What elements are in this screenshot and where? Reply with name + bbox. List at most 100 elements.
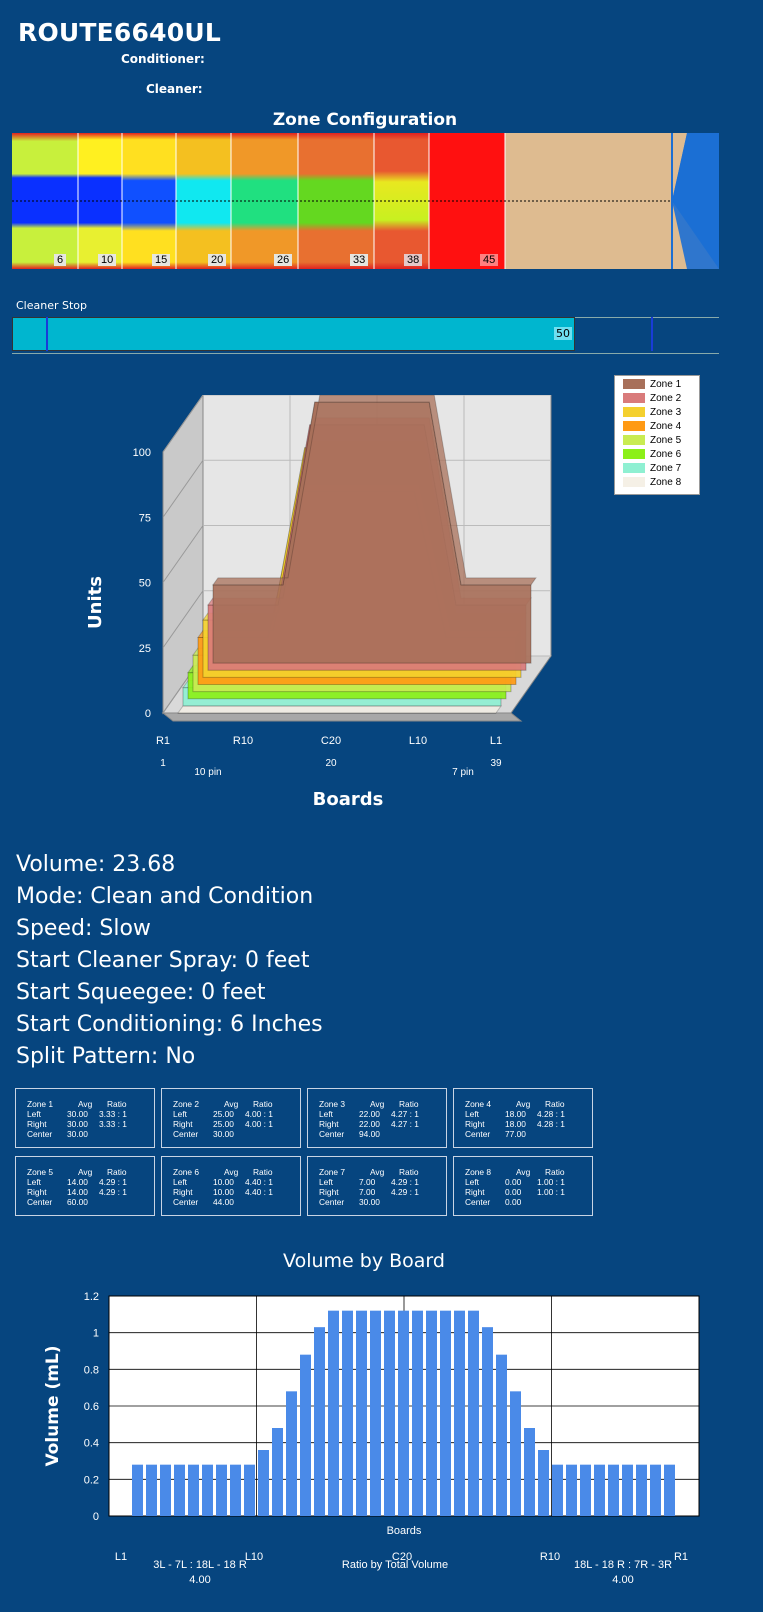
y-tick-label: 0.8 [84, 1364, 99, 1376]
volume-bar [258, 1450, 269, 1516]
zone-summary-cell: Center [465, 1197, 491, 1207]
volume-bar [328, 1310, 339, 1516]
legend-item-zone-5: Zone 5 [623, 435, 681, 447]
zone-summary-cell: 30.00 [213, 1129, 234, 1139]
zone-summary-cell: Zone 4 [465, 1099, 492, 1109]
zone-summary-cell: Left [173, 1109, 187, 1119]
zone-summary-cell: 3.33 : 1 [99, 1119, 127, 1129]
zone-summary-box: Zone 1 Avg Ratio Left 30.00 3.33 : 1 Right 30.0… [15, 1088, 155, 1148]
zone-summary-cell: Ratio [253, 1099, 273, 1109]
zone-marker: 38 [404, 254, 423, 266]
zone-summary-cell: 25.00 [213, 1119, 234, 1129]
legend-label: Zone 8 [650, 477, 682, 488]
volume-bar [580, 1464, 591, 1516]
volume-bar [552, 1464, 563, 1516]
legend-label: Zone 5 [650, 435, 682, 446]
zone-marker: 15 [152, 254, 171, 266]
volume-bar [650, 1464, 661, 1516]
volume-bar [188, 1464, 199, 1516]
volume-bar [454, 1310, 465, 1516]
volume-bar [216, 1464, 227, 1516]
zone-summary-cell: 4.29 : 1 [99, 1177, 127, 1187]
volume-bar [524, 1428, 535, 1516]
volume-bar [342, 1310, 353, 1516]
zone-summary-cell: Ratio [107, 1099, 127, 1109]
zone-summary-cell: 3.33 : 1 [99, 1109, 127, 1119]
zone-marker: 45 [480, 254, 499, 266]
zone-summary-cell: 77.00 [505, 1129, 526, 1139]
volume-bar [174, 1464, 185, 1516]
legend-item-zone-1: Zone 1 [623, 379, 681, 391]
volume-bar [468, 1310, 479, 1516]
pin-label: 7 pin [452, 767, 474, 778]
zone-summary-cell: Right [27, 1187, 47, 1197]
info-split-pattern: Split Pattern: No [16, 1044, 196, 1069]
volume-bar [412, 1310, 423, 1516]
x-tick-label: R10 [233, 735, 253, 747]
zone-summary-cell: Zone 2 [173, 1099, 200, 1109]
x-tick-label: L10 [409, 735, 427, 747]
zone-summary-box: Zone 2 Avg Ratio Left 25.00 4.00 : 1 Right 25.0… [161, 1088, 301, 1148]
x-tick-label: L1 [490, 735, 502, 747]
series-top-band [212, 395, 537, 586]
y-tick-label: 0.2 [84, 1474, 99, 1486]
zone-summary-cell: 1.00 : 1 [537, 1187, 565, 1197]
zone-summary-cell: 14.00 [67, 1187, 88, 1197]
zone-summary-cell: Left [465, 1177, 479, 1187]
cleaner-stop-end-marker[interactable] [651, 317, 653, 351]
cleaner-stop-value: 50 [554, 327, 572, 340]
legend-item-zone-7: Zone 7 [623, 463, 681, 475]
info-start-cleaner-spray: Start Cleaner Spray: 0 feet [16, 948, 310, 973]
zone-summary-cell: 4.29 : 1 [391, 1177, 419, 1187]
zone-summary-cell: Zone 6 [173, 1167, 200, 1177]
y-tick-label: 0.4 [84, 1438, 99, 1450]
zone-config-graphic [12, 133, 719, 269]
zone-summary-cell: 4.40 : 1 [245, 1187, 273, 1197]
zone-summary-cell: 7.00 [359, 1187, 376, 1197]
legend-swatch [623, 393, 645, 404]
zone-summary-cell: 25.00 [213, 1109, 234, 1119]
x-tick-label: C20 [392, 1551, 412, 1563]
volume-bar [510, 1391, 521, 1516]
zone-summary-cell: 30.00 [67, 1119, 88, 1129]
zone-summary-cell: Avg [516, 1167, 531, 1177]
info-volume: Volume: 23.68 [16, 852, 176, 877]
volume-bar [300, 1354, 311, 1516]
zone-summary-cell: 30.00 [67, 1109, 88, 1119]
info-start-squeegee: Start Squeegee: 0 feet [16, 980, 266, 1005]
legend-swatch [623, 435, 645, 446]
zone-summary-cell: Avg [78, 1167, 93, 1177]
y-tick-label: 50 [139, 578, 151, 590]
zone-marker: 6 [54, 254, 67, 266]
zone-summary-cell: Avg [516, 1099, 531, 1109]
zone-summary-cell: Avg [370, 1099, 385, 1109]
y-tick-label: 1.2 [84, 1291, 99, 1303]
info-start-conditioning: Start Conditioning: 6 Inches [16, 1012, 323, 1037]
volume-bar [286, 1391, 297, 1516]
legend-swatch [623, 407, 645, 418]
cleaner-stop-handle[interactable] [46, 317, 48, 351]
zone-summary-cell: 22.00 [359, 1119, 380, 1129]
zone-summary-cell: 60.00 [67, 1197, 88, 1207]
zone-summary-box: Zone 4 Avg Ratio Left 18.00 4.28 : 1 Right 18.0… [453, 1088, 593, 1148]
zone-summary-cell: Zone 3 [319, 1099, 346, 1109]
zone-summary-cell: Center [319, 1197, 345, 1207]
x-tick-label: C20 [321, 735, 341, 747]
zone-summary-cell: Avg [370, 1167, 385, 1177]
conditioner-label: Conditioner: [121, 52, 205, 66]
zone-config-title: Zone Configuration [272, 110, 458, 130]
volume-bar [356, 1310, 367, 1516]
volume-bar [272, 1428, 283, 1516]
x-tick-label: R1 [674, 1551, 688, 1563]
zone-summary-cell: Zone 7 [319, 1167, 346, 1177]
legend-swatch [623, 379, 645, 390]
page-title: ROUTE6640UL [18, 18, 221, 47]
info-speed: Speed: Slow [16, 916, 151, 941]
zone-summary-cell: Center [173, 1197, 199, 1207]
zone-summary-cell: 0.00 [505, 1187, 522, 1197]
x-axis-title: Boards [387, 1525, 422, 1537]
left-ratio-label: 3L - 7L : 18L - 18 R [153, 1559, 247, 1571]
legend-item-zone-3: Zone 3 [623, 407, 681, 419]
zone-summary-cell: Right [173, 1119, 193, 1129]
legend-label: Zone 1 [650, 379, 682, 390]
